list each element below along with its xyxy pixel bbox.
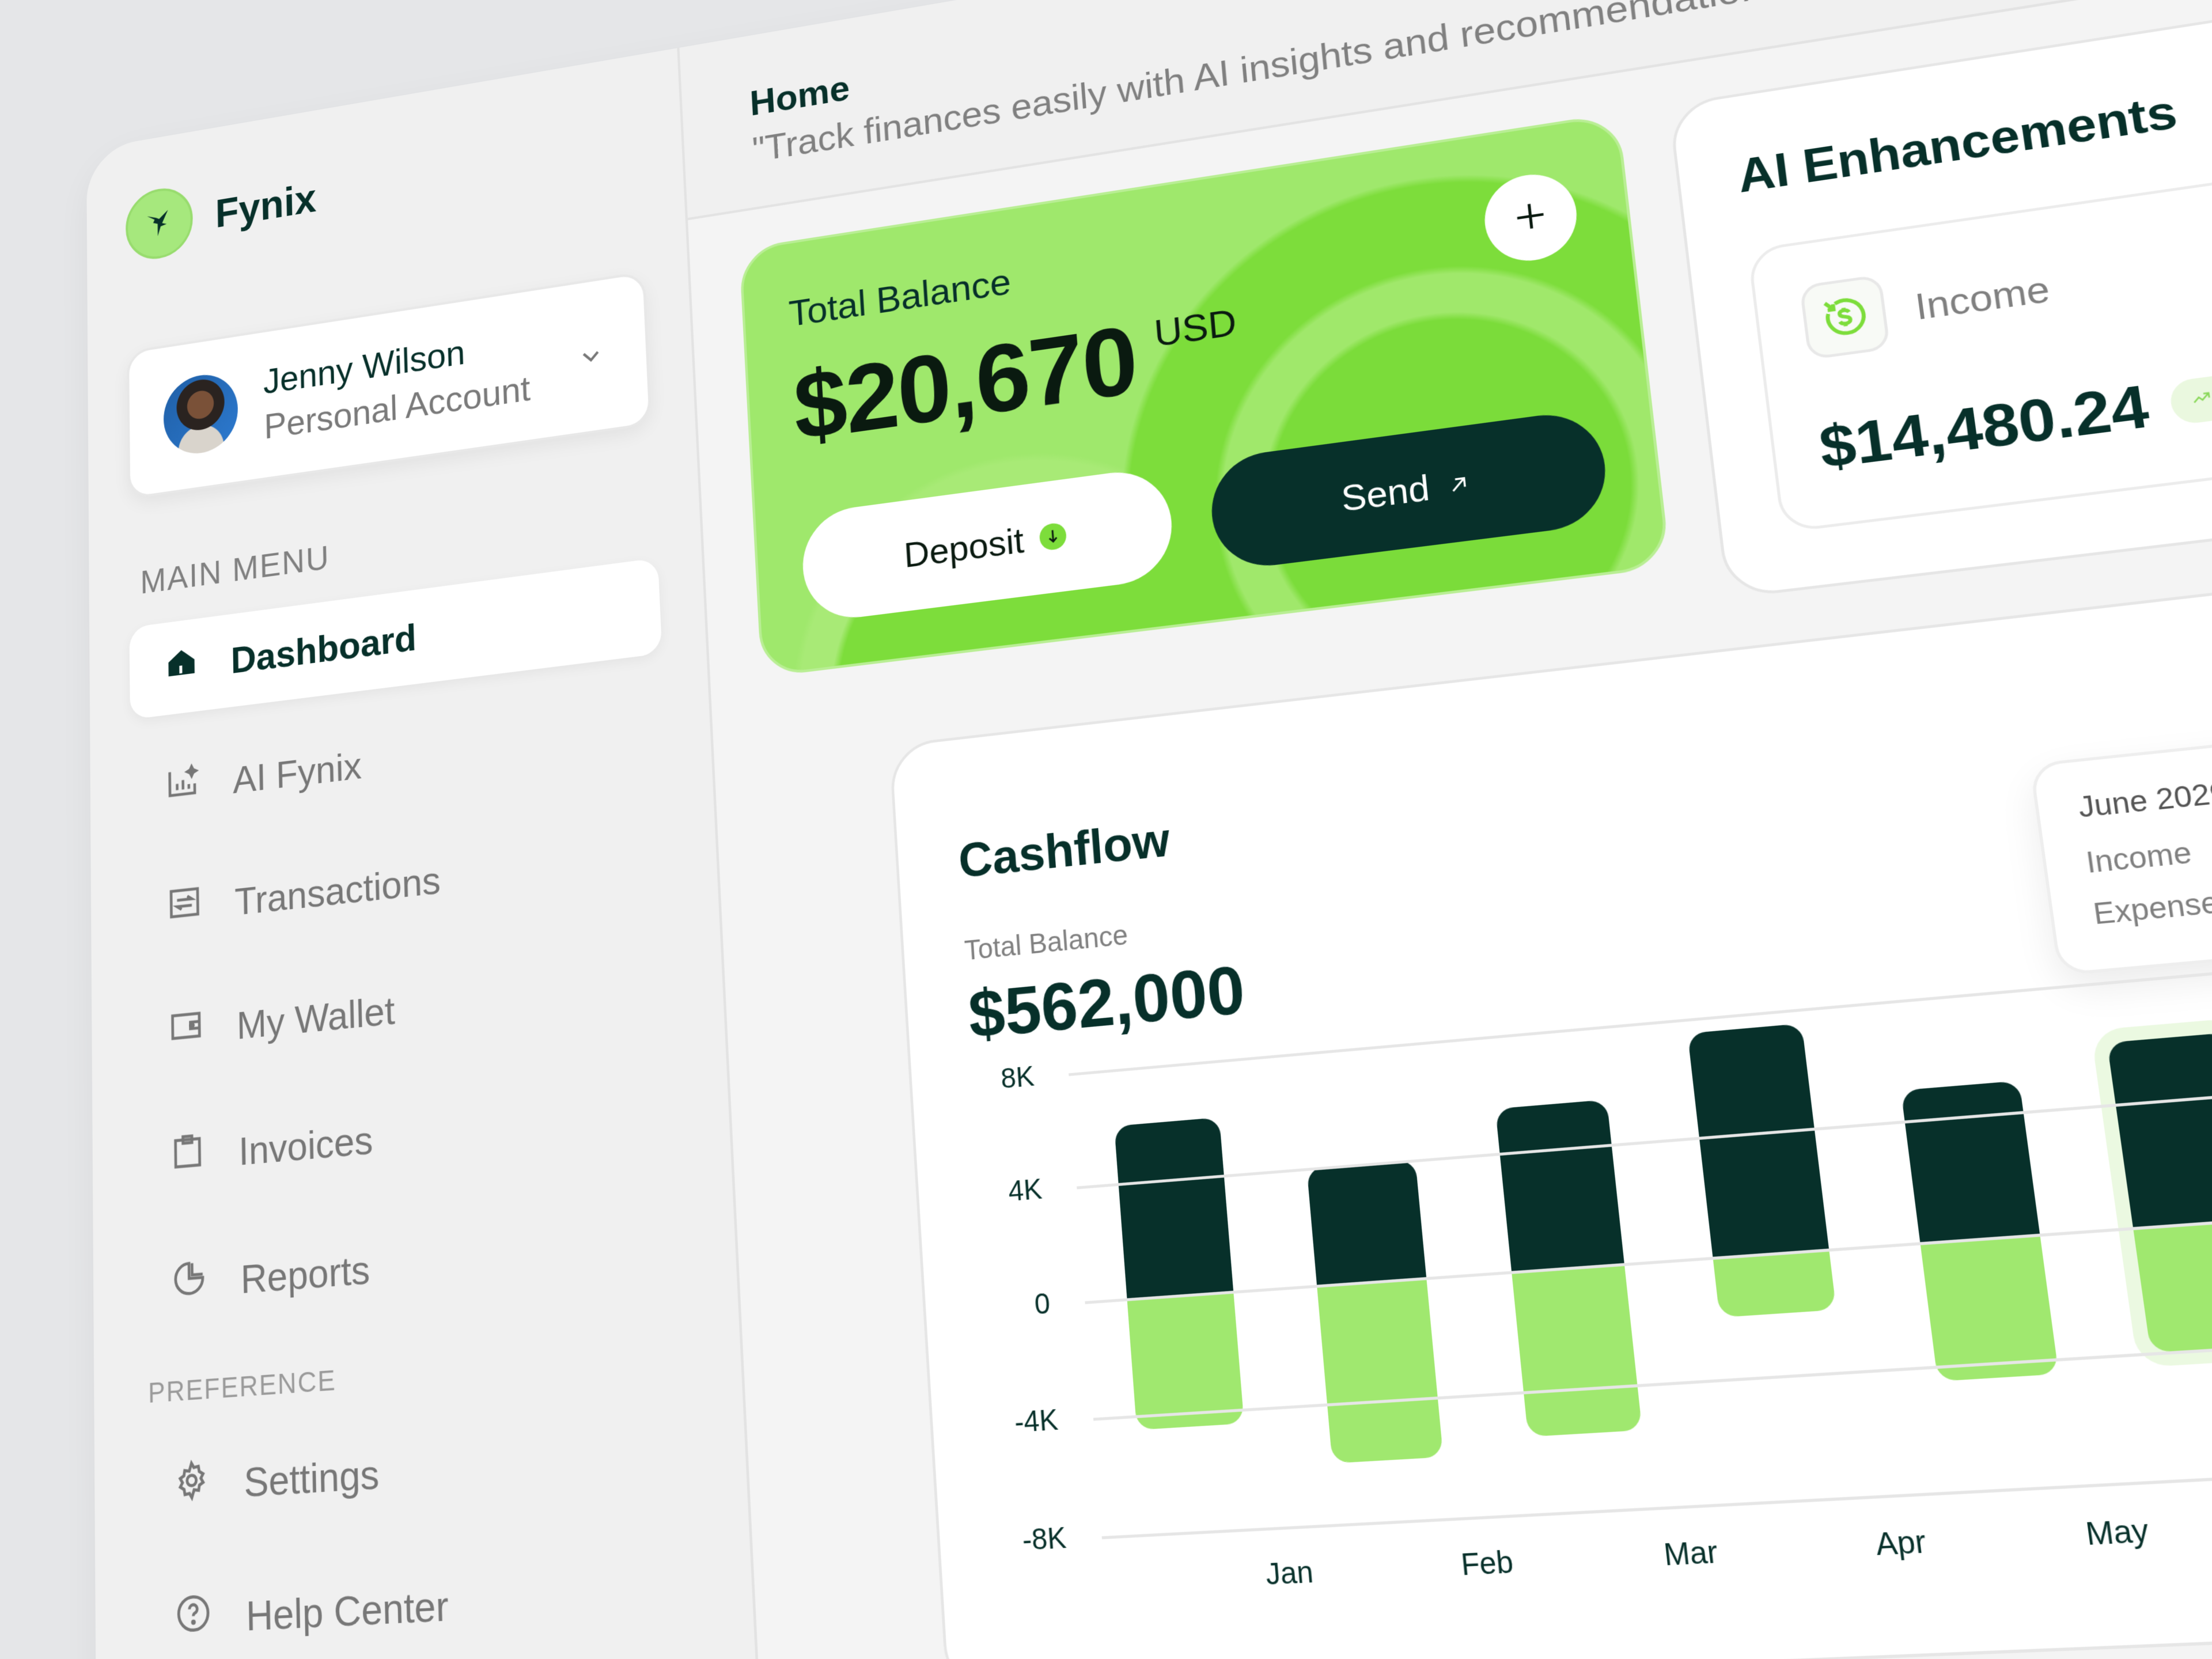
tooltip-income-label: Income (2084, 836, 2194, 880)
deposit-label: Deposit (903, 521, 1025, 575)
income-bar[interactable] (2107, 1032, 2212, 1228)
deposit-button[interactable]: Deposit (800, 465, 1176, 624)
app-window: Fynix Jenny Wilson Personal Account MAIN… (86, 0, 2212, 1659)
income-bar[interactable] (1900, 1081, 2040, 1243)
y-tick-label: 4K (1007, 1173, 1043, 1207)
sidebar-item-label: AI Fynix (232, 743, 362, 801)
sidebar-item-label: Transactions (234, 858, 441, 923)
chevron-down-icon (572, 335, 610, 377)
income-bar[interactable] (1495, 1099, 1625, 1271)
clipboard-icon (169, 1130, 206, 1181)
balance-amount: $20,670 (791, 305, 1141, 461)
tooltip-title: June 2029 (2076, 776, 2212, 824)
dashboard-content: Total Balance $20,670 USD Deposit (688, 0, 2212, 1659)
gear-icon (173, 1459, 211, 1512)
sidebar-item-invoices[interactable]: Invoices (134, 1061, 685, 1210)
y-tick-label: 8K (999, 1060, 1036, 1094)
tooltip-expense-label: Expense (2091, 886, 2212, 931)
x-tick-label: Jan (1264, 1555, 1315, 1592)
fynix-logo-icon (125, 183, 194, 264)
cashflow-total-value: $562,000 (966, 952, 1248, 1053)
cashflow-title: Cashflow (957, 812, 1172, 888)
sidebar-item-label: Invoices (238, 1117, 374, 1174)
y-tick-label: -8K (1021, 1521, 1067, 1556)
sidebar-item-help-center[interactable]: Help Center (138, 1539, 707, 1659)
expense-bar[interactable] (1713, 1248, 1836, 1318)
ai-enhancements-panel: AI Enhancements Income $14,480.24 (1668, 0, 2212, 599)
income-bar[interactable] (1687, 1023, 1829, 1257)
arrow-down-icon (1039, 521, 1067, 552)
y-tick-label: 0 (1033, 1287, 1051, 1321)
sidebar-item-label: Help Center (245, 1581, 449, 1639)
x-tick-label: Mar (1662, 1535, 1720, 1573)
balance-currency: USD (1152, 301, 1238, 355)
plus-icon (1509, 195, 1552, 240)
account-switcher[interactable]: Jenny Wilson Personal Account (127, 271, 652, 500)
preference-heading: PREFERENCE (147, 1363, 337, 1409)
arrow-up-right-icon (1444, 461, 1472, 506)
sidebar-item-label: Reports (240, 1246, 371, 1302)
income-change-badge: +1.78% (2168, 362, 2212, 426)
brand-name: Fynix (215, 175, 317, 237)
send-label: Send (1339, 467, 1431, 520)
sidebar-item-label: Dashboard (230, 615, 417, 681)
y-tick-label: -4K (1013, 1403, 1059, 1439)
bar-group-may[interactable] (1889, 990, 2073, 1491)
brand: Fynix (125, 109, 641, 264)
expense-bar[interactable] (1512, 1263, 1643, 1437)
income-bar[interactable] (1114, 1117, 1234, 1298)
x-tick-label: Apr (1873, 1525, 1928, 1562)
sidebar-item-my-wallet[interactable]: My Wallet (132, 932, 680, 1084)
avatar (163, 370, 238, 459)
x-tick-label: Feb (1459, 1546, 1515, 1582)
income-label: Income (1912, 268, 2052, 328)
expense-bar[interactable] (1316, 1277, 1444, 1464)
sidebar: Fynix Jenny Wilson Personal Account MAIN… (86, 47, 787, 1659)
dollar-in-icon (1799, 274, 1891, 361)
pie-chart-icon (171, 1257, 208, 1309)
income-stat-card[interactable]: Income $14,480.24 +1.78% (1747, 166, 2212, 533)
expense-bar[interactable] (2133, 1218, 2212, 1353)
sidebar-item-label: My Wallet (236, 988, 396, 1048)
sidebar-item-label: Settings (243, 1450, 380, 1506)
total-balance-card: Total Balance $20,670 USD Deposit (738, 112, 1671, 678)
x-tick-label: May (2084, 1513, 2152, 1552)
home-icon (164, 642, 199, 692)
y-axis: 8K 4K 0 -4K -8K (973, 1060, 1088, 1556)
sidebar-item-reports[interactable]: Reports (135, 1192, 692, 1338)
income-bar[interactable] (1306, 1159, 1426, 1285)
main-area: Home "Track finances easily with AI insi… (679, 0, 2212, 1659)
send-button[interactable]: Send (1207, 407, 1612, 573)
sidebar-item-settings[interactable]: Settings (137, 1401, 701, 1540)
income-value: $14,480.24 (1816, 372, 2153, 482)
wallet-icon (168, 1005, 204, 1056)
transfer-icon (166, 882, 202, 933)
trend-up-icon (2190, 386, 2212, 412)
help-circle-icon (175, 1592, 212, 1645)
ai-chart-icon (165, 761, 201, 812)
